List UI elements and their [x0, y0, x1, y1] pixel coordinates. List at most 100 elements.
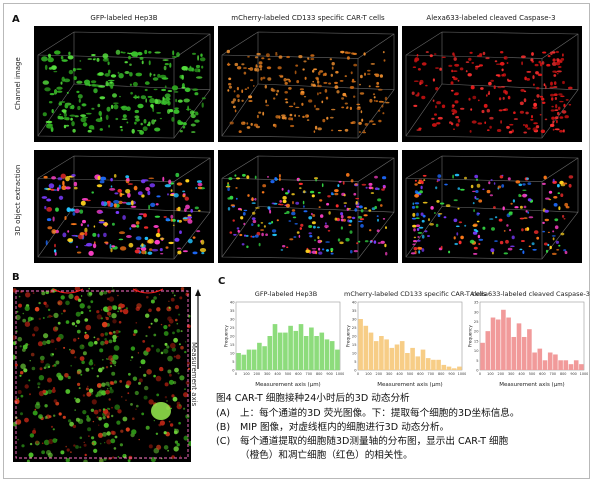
- x-tick-label: 800: [316, 372, 322, 376]
- y-tick-label: 5: [232, 360, 234, 364]
- y-tick-label: 35: [474, 301, 479, 305]
- y-tick-label: 10: [230, 352, 235, 356]
- histogram-bar: [501, 309, 506, 370]
- x-tick-label: 300: [386, 372, 392, 376]
- plot-frame: [479, 301, 585, 371]
- histogram-bar: [236, 353, 241, 370]
- col-title-alexa: Alexa633-labeled cleaved Caspase-3: [426, 14, 556, 22]
- x-tick-label: 300: [264, 372, 270, 376]
- x-tick-label: 600: [417, 372, 423, 376]
- y-tick-label: 5: [354, 360, 356, 364]
- row-label-channel: Channel image: [14, 57, 22, 110]
- x-tick-label: 400: [274, 372, 280, 376]
- x-tick-label: 300: [508, 372, 514, 376]
- x-tick-label: 100: [243, 372, 249, 376]
- histogram-bar: [527, 329, 532, 370]
- caption-item-b: (B) MIP 图像，对虚线框内的细胞进行3D 动态分析。: [216, 421, 449, 434]
- histogram-bar: [241, 354, 247, 370]
- caption-item-a-text: 上：每个通道的3D 荧光图像。下：提取每个细胞的3D坐标信息。: [240, 408, 520, 419]
- tile-mcherry-channel: [218, 26, 398, 142]
- y-tick-label: 25: [474, 320, 479, 324]
- x-tick-label: 400: [518, 372, 524, 376]
- x-tick-label: 400: [396, 372, 402, 376]
- histogram-bar: [368, 332, 374, 370]
- histogram-bar: [394, 344, 400, 370]
- row-label-extraction: 3D object extraction: [14, 164, 22, 236]
- y-tick-label: 30: [474, 310, 479, 314]
- histogram-bar: [506, 317, 511, 370]
- histogram-bar: [573, 360, 579, 370]
- y-tick-label: 30: [352, 318, 357, 322]
- histogram-bar: [246, 349, 252, 370]
- panel-b-letter: B: [12, 272, 20, 283]
- caption-item-b-marker: (B): [216, 422, 231, 433]
- y-axis-label: Frequency: [224, 325, 229, 347]
- y-tick-label: 10: [352, 352, 357, 356]
- x-tick-label: 800: [438, 372, 444, 376]
- y-axis-label: Frequency: [346, 325, 351, 347]
- y-tick-label: 25: [230, 326, 235, 330]
- histogram-bar: [293, 330, 299, 370]
- histogram-bar: [324, 339, 330, 370]
- x-tick-label: 700: [550, 372, 556, 376]
- histogram-bar: [532, 352, 537, 370]
- histogram-bar: [441, 364, 447, 370]
- histogram-bar: [563, 360, 569, 370]
- x-axis-label: Measurement axis (μm): [377, 382, 442, 388]
- histogram-bar: [384, 339, 389, 370]
- histogram-bar: [457, 366, 462, 370]
- y-tick-label: 30: [230, 318, 235, 322]
- y-tick-label: 20: [352, 335, 357, 339]
- histogram-bar: [446, 366, 452, 370]
- histogram-bar: [288, 325, 293, 370]
- caption-item-a: (A) 上：每个通道的3D 荧光图像。下：提取每个细胞的3D坐标信息。: [216, 407, 519, 420]
- panel-a-letter: A: [12, 14, 20, 25]
- histogram-bar: [511, 336, 517, 370]
- histogram-bar: [283, 332, 288, 370]
- tile-gfp-extraction: [34, 150, 214, 263]
- y-tick-label: 20: [474, 330, 479, 334]
- x-axis-label: Measurement axis (μm): [499, 382, 564, 388]
- tile-mcherry-extraction: [218, 150, 398, 263]
- x-tick-label: 500: [407, 372, 413, 376]
- caption-item-a-marker: (A): [216, 408, 231, 419]
- histogram-bar: [451, 368, 457, 370]
- x-tick-label: 900: [326, 372, 332, 376]
- histogram-bar: [436, 359, 441, 370]
- histogram-bar: [415, 356, 421, 370]
- y-tick-label: 0: [354, 369, 357, 373]
- y-tick-label: 0: [476, 369, 479, 373]
- histogram-bar: [267, 336, 273, 370]
- histogram-bar: [309, 327, 314, 370]
- histogram-bar: [521, 336, 527, 370]
- y-tick-label: 5: [476, 359, 478, 363]
- x-tick-label: 500: [529, 372, 535, 376]
- col-title-mcherry: mCherry-labeled CD133 specific CAR-T cel…: [231, 14, 385, 22]
- x-tick-label: 800: [560, 372, 566, 376]
- histogram-bar: [389, 347, 395, 370]
- x-tick-label: 200: [254, 372, 260, 376]
- x-tick-label: 700: [428, 372, 434, 376]
- hist-title-alexa: Alexa633-labeled cleaved Caspase-3: [470, 290, 590, 298]
- x-tick-label: 600: [295, 372, 301, 376]
- x-tick-label: 100: [487, 372, 493, 376]
- histogram-bar: [490, 317, 496, 370]
- caption-item-c: (C) 每个通道提取的细胞随3D测量轴的分布图，显示出 CAR-T 细胞: [216, 435, 508, 448]
- y-tick-label: 35: [230, 309, 235, 313]
- x-tick-label: 1000: [458, 372, 466, 376]
- tile-alexa-extraction: [402, 150, 582, 263]
- x-tick-label: 900: [570, 372, 576, 376]
- y-tick-label: 25: [352, 326, 357, 330]
- histogram-bar: [431, 359, 436, 370]
- histogram-bar: [251, 349, 257, 370]
- caption-item-c-cont-text: （橙色）和凋亡细胞（红色）的相关性。: [240, 450, 413, 461]
- histogram-bar: [542, 360, 548, 370]
- histogram-bar: [547, 352, 553, 370]
- x-tick-label: 600: [539, 372, 545, 376]
- histogram-bar: [516, 323, 522, 370]
- y-tick-label: 10: [474, 349, 479, 353]
- histogram-bar: [480, 342, 485, 370]
- histogram-bar: [272, 324, 278, 370]
